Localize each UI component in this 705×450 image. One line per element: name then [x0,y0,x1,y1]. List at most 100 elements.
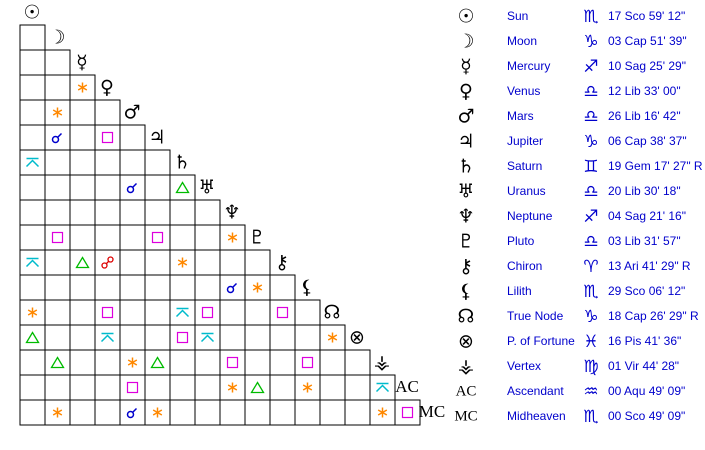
conj-tail [56,132,63,139]
list-glyph: ☊ [458,306,475,328]
aspect-conjunction [126,182,138,194]
list-glyph: ♃ [457,131,474,153]
square-box [276,306,289,319]
grid-cell [19,49,46,76]
grid-cell [169,374,196,401]
list-glyph: ♀ [459,81,473,103]
conj-ring [126,410,135,419]
grid-glyph: ♂ [123,102,140,124]
grid-cell [294,399,321,426]
aspect-square [51,231,64,244]
grid-cell [19,324,46,351]
square-box [151,231,164,244]
grid-cell [69,399,96,426]
aspect-trine [75,256,90,269]
square-box [51,231,64,244]
grid-glyph: ☉ [23,2,40,24]
grid-cell [219,249,246,276]
grid-cell [69,274,96,301]
grid-cell [144,324,171,351]
grid-glyph: ♄ [173,152,190,174]
qx-v [25,159,40,168]
grid-cell [44,349,71,376]
list-glyph: ☿ [460,56,472,78]
trine-tri [150,356,165,369]
aspect-square [176,331,189,344]
grid-cell [94,349,121,376]
grid-cell [194,274,221,301]
grid-cell [69,124,96,151]
conj-ring [51,135,60,144]
aspect-sextile [252,282,263,293]
sign-glyph: ♍ [583,357,598,377]
grid-glyph: ⊗ [349,327,365,349]
grid-cell [44,299,71,326]
planet-position: 20 Lib 30' 18" [608,184,681,198]
aspect-quincunx [175,307,190,318]
grid-cell [69,224,96,251]
grid-cell [44,149,71,176]
sign-glyph: ♑ [583,32,598,52]
planet-name: Mars [507,109,534,123]
planet-name: Lilith [507,284,532,298]
grid-cell [369,374,396,401]
grid-cell [394,399,421,426]
grid-cell [194,249,221,276]
planet-position: 00 Aqu 49' 09" [608,384,685,398]
grid-cell [144,199,171,226]
planet-position: 16 Pis 41' 36" [608,334,681,348]
grid-cell [269,274,296,301]
grid-cell [144,374,171,401]
grid-cell [69,199,96,226]
planet-position: 26 Lib 16' 42" [608,109,681,123]
aspect-quincunx [375,382,390,393]
grid-cell [144,349,171,376]
list-glyph: ♆ [457,206,474,228]
grid-cell [244,374,271,401]
grid-cell [319,374,346,401]
grid-cell [19,149,46,176]
aspect-quincunx [25,257,40,268]
grid-cell [319,349,346,376]
planet-position: 01 Vir 44' 28" [608,359,679,373]
grid-cell [269,349,296,376]
grid-glyph: ⚷ [275,252,289,274]
grid-cell [44,374,71,401]
aspect-square [401,406,414,419]
sign-glyph: ♎ [583,182,598,202]
grid-cell [344,349,371,376]
aspect-square [276,306,289,319]
aspect-square [301,356,314,369]
grid-cell [119,274,146,301]
grid-cell [144,149,171,176]
aspect-trine [175,181,190,194]
grid-cell [194,224,221,251]
grid-cell [94,124,121,151]
list-glyph: ♇ [457,231,474,253]
grid-cell [219,299,246,326]
aspect-sextile [77,82,88,93]
grid-cell [294,299,321,326]
grid-glyph: ☿ [76,52,88,74]
grid-cell [119,374,146,401]
grid-cell [69,174,96,201]
grid-cell [94,374,121,401]
grid-cell [194,324,221,351]
sign-glyph: ♎ [583,232,598,252]
aspect-trine [250,381,265,394]
aspect-conjunction [226,282,238,294]
sign-glyph: ♎ [583,107,598,127]
planet-position: 13 Ari 41' 29" R [608,259,691,273]
grid-cell [19,199,46,226]
planet-name: Jupiter [507,134,543,148]
grid-cell [244,349,271,376]
sign-glyph: ♑ [583,132,598,152]
planet-position: 12 Lib 33' 00" [608,84,681,98]
aspect-sextile [327,332,338,343]
planet-position: 03 Cap 51' 39" [608,34,687,48]
square-box [101,131,114,144]
planet-name: Midheaven [507,409,566,423]
sextile-ray [152,409,163,416]
list-glyph: MC [454,408,477,424]
